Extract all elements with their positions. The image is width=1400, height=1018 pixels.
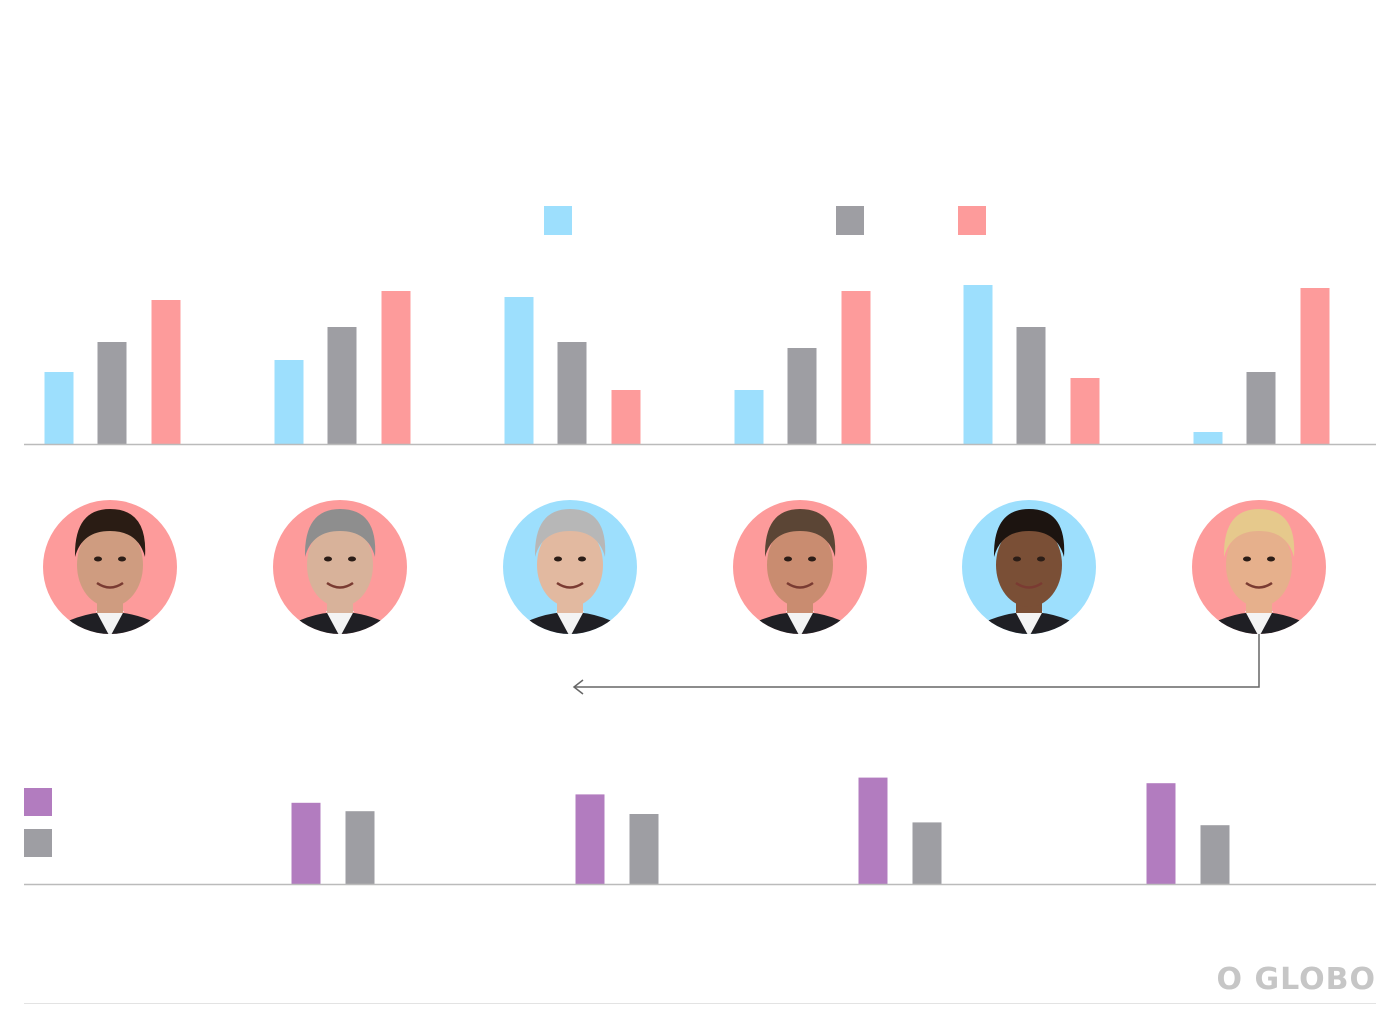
bar-gray-2 [345,811,375,884]
bar-gray-3 [629,814,659,884]
legend-swatch-democrat [544,206,572,235]
legend-swatch-purple [24,788,52,816]
hair-shape [304,509,376,557]
bar-republican-1 [151,300,181,444]
president-portrait-5 [962,500,1096,634]
bar-purple-5 [1146,783,1176,884]
hair-shape [993,509,1065,557]
bar-republican-2 [381,291,411,444]
face-shape [537,523,603,607]
face-shape [307,523,373,607]
eye-left [324,556,332,562]
eye-right [348,556,356,562]
arrow-line [574,634,1260,688]
face-shape [996,523,1062,607]
bar-democrat-6 [1193,432,1223,444]
bottom-legend [24,788,52,857]
face-shape [767,523,833,607]
shirt-collar [326,611,354,634]
hair-shape [74,509,146,557]
brand-logo: O GLOBO [1216,962,1376,997]
bar-gray-4 [912,822,942,884]
president-portraits [43,500,1326,634]
bar-republican-3 [611,390,641,444]
bar-independent-6 [1246,372,1276,444]
bar-purple-2 [291,802,321,884]
shirt-collar [786,611,814,634]
eye-left [554,556,562,562]
face-shape [77,523,143,607]
top-legend [544,206,986,235]
top-bar-chart [44,285,1330,444]
shirt-collar [1015,611,1043,634]
bar-republican-6 [1300,288,1330,444]
legend-swatch-independent [836,206,864,235]
bar-democrat-4 [734,390,764,444]
bar-purple-4 [858,777,888,884]
arrow-head [572,679,584,695]
bar-democrat-2 [274,360,304,444]
shirt-collar [96,611,124,634]
eye-right [808,556,816,562]
eye-right [1267,556,1275,562]
president-portrait-2 [273,500,407,634]
bar-independent-4 [787,348,817,444]
bottom-bar-chart [291,777,1230,884]
president-portrait-4 [733,500,867,634]
legend-swatch-gray [24,829,52,857]
mouth-shape [1245,581,1273,589]
eye-right [1037,556,1045,562]
bar-democrat-1 [44,372,74,444]
eye-right [118,556,126,562]
bar-republican-4 [841,291,871,444]
footer-divider [24,1003,1376,1004]
face-shape [1226,523,1292,607]
legend-swatch-republican [958,206,986,235]
eye-left [784,556,792,562]
connector-arrow [572,634,1260,695]
hair-shape [1223,509,1295,557]
hair-shape [534,509,606,557]
bar-purple-3 [575,794,605,884]
mouth-shape [96,581,124,589]
mouth-shape [786,581,814,589]
president-portrait-1 [43,500,177,634]
shirt-collar [1245,611,1273,634]
bar-independent-5 [1016,327,1046,444]
bar-democrat-3 [504,297,534,444]
mouth-shape [556,581,584,589]
eye-right [578,556,586,562]
eye-left [1243,556,1251,562]
bar-republican-5 [1070,378,1100,444]
bar-democrat-5 [963,285,993,444]
eye-left [94,556,102,562]
president-portrait-6 [1192,500,1326,634]
bar-gray-5 [1200,825,1230,884]
eye-left [1013,556,1021,562]
bar-independent-1 [97,342,127,444]
shirt-collar [556,611,584,634]
president-portrait-3 [503,500,637,634]
hair-shape [764,509,836,557]
bar-independent-2 [327,327,357,444]
bar-independent-3 [557,342,587,444]
mouth-shape [1015,581,1043,589]
mouth-shape [326,581,354,589]
